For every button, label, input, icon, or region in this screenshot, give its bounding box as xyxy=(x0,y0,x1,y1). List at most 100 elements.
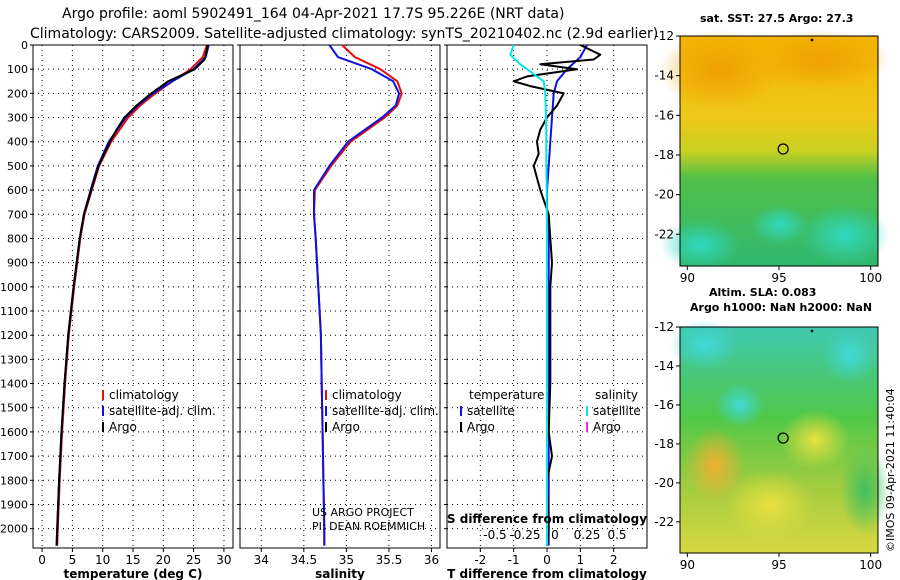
sla-map-lon-label: 100 xyxy=(859,558,882,572)
sst-map-lat-label: -12 xyxy=(654,29,674,43)
temperature-xtick-label: 0 xyxy=(38,553,46,567)
diff-legend-label: Argo xyxy=(593,420,621,434)
sst-cyan-patch xyxy=(800,205,890,265)
difference-xtick-label: -2 xyxy=(474,553,486,567)
depth-tick-label: 2000 xyxy=(0,523,28,536)
temperature-series-climatology xyxy=(56,44,208,546)
sla-map xyxy=(670,320,890,554)
sla-map-argo-position-marker xyxy=(777,432,789,444)
difference-xtick-label: -1 xyxy=(508,553,520,567)
salinity-xtick-label: 35 xyxy=(339,553,354,567)
temperature-xlabel: temperature (deg C) xyxy=(64,567,203,580)
sla-yellow-patch xyxy=(780,410,850,470)
sst-map-island-marker xyxy=(810,38,814,42)
sla-cyan-patch xyxy=(715,383,765,427)
depth-tick-label: 1600 xyxy=(0,426,28,439)
difference-series-temperature-satellite xyxy=(546,44,588,546)
depth-tick-label: 200 xyxy=(7,87,28,100)
temperature-xtick-label: 25 xyxy=(186,553,201,567)
difference-xtick-label: 0 xyxy=(543,553,551,567)
difference-xtick-label: 1 xyxy=(577,553,585,567)
temperature-xtick-label: 20 xyxy=(156,553,171,567)
sla-map-lon-label: 90 xyxy=(680,558,695,572)
diff-legend-title-salinity: salinity xyxy=(595,388,638,402)
sla-yellow-patch xyxy=(725,470,815,540)
depth-tick-label: 1100 xyxy=(0,305,28,318)
secondary-xtick-label: 0 xyxy=(551,528,559,542)
diff-legend-title-temperature: temperature xyxy=(469,388,544,402)
sla-map-lat-label: -12 xyxy=(654,320,674,334)
salinity-legend-label: satellite-adj. clim. xyxy=(332,404,439,418)
sla-map-lat-label: -18 xyxy=(654,437,674,451)
sst-map-title: sat. SST: 27.5 Argo: 27.3 xyxy=(700,12,854,25)
salinity-xtick-label: 34 xyxy=(254,553,269,567)
depth-tick-label: 1400 xyxy=(0,378,28,391)
temperature-xtick-label: 30 xyxy=(216,553,231,567)
sla-map-island-marker xyxy=(810,329,814,333)
depth-tick-label: 1800 xyxy=(0,474,28,487)
temperature-legend-label: Argo xyxy=(109,420,137,434)
secondary-xtick-label: 0.5 xyxy=(607,528,626,542)
depth-tick-label: 1700 xyxy=(0,450,28,463)
difference-xlabel: T difference from climatology xyxy=(447,567,647,580)
temperature-panel: 0 5 10 15 20 25 300100200300400500600700800900… xyxy=(0,39,234,580)
salinity-xtick-label: 36 xyxy=(424,553,439,567)
difference-panel: -2 -1 0 1 2T difference from climatology temp… xyxy=(444,44,648,580)
sla-cyan-patch xyxy=(822,327,878,383)
depth-tick-label: 1200 xyxy=(0,329,28,342)
sla-map-title-line2: Argo h1000: NaN h2000: NaN xyxy=(690,301,873,314)
temperature-legend-label: satellite-adj. clim. xyxy=(109,404,216,418)
secondary-xtick-label: -0.5 xyxy=(483,528,506,542)
sst-warm-patch xyxy=(660,30,780,110)
salinity-xtick-label: 34.5 xyxy=(290,553,317,567)
salinity-legend-label: Argo xyxy=(332,420,360,434)
depth-tick-label: 600 xyxy=(7,184,28,197)
sst-warm-patch xyxy=(750,30,890,90)
profile-title: Argo profile: aoml 5902491_164 04-Apr-20… xyxy=(62,6,565,22)
project-annotation: PI: DEAN ROEMMICH xyxy=(312,520,425,533)
difference-xtick-label: 2 xyxy=(610,553,618,567)
depth-tick-label: 700 xyxy=(7,208,28,221)
diff-legend-label: satellite xyxy=(593,404,641,418)
temperature-legend-label: climatology xyxy=(109,388,179,402)
salinity-xtick-label: 35.5 xyxy=(376,553,403,567)
depth-tick-label: 900 xyxy=(7,257,28,270)
sla-cyan-patch xyxy=(670,320,740,370)
secondary-xlabel: S difference from climatology xyxy=(447,512,647,526)
secondary-xtick-label: 0.25 xyxy=(574,528,601,542)
sla-map-lat-label: -16 xyxy=(654,398,674,412)
salinity-legend-label: climatology xyxy=(332,388,402,402)
sla-map-lat-label: -22 xyxy=(654,515,674,529)
secondary-xtick-label: -0.25 xyxy=(509,528,540,542)
temperature-series-argo xyxy=(55,44,209,546)
depth-tick-label: 0 xyxy=(21,39,28,52)
diff-legend-label: Argo xyxy=(467,420,495,434)
temperature-xtick-label: 15 xyxy=(125,553,140,567)
depth-tick-label: 800 xyxy=(7,232,28,245)
sst-map-lat-label: -16 xyxy=(654,108,674,122)
depth-tick-label: 100 xyxy=(7,63,28,76)
salinity-series-satellite-adj-clim- xyxy=(313,44,401,546)
sla-green-patch xyxy=(840,445,890,535)
difference-series-temperature-argo xyxy=(512,44,602,546)
depth-tick-label: 1500 xyxy=(0,402,28,415)
temperature-xtick-label: 10 xyxy=(95,553,110,567)
salinity-frame xyxy=(239,44,441,549)
sst-map-argo-position-marker xyxy=(777,143,789,155)
depth-tick-label: 400 xyxy=(7,136,28,149)
sst-map-lat-label: -22 xyxy=(654,227,674,241)
sst-map-lon-label: 90 xyxy=(680,271,695,285)
sst-cyan-patch xyxy=(750,205,810,245)
diff-legend-label: satellite xyxy=(467,404,515,418)
difference-series-salinity-satellite xyxy=(509,44,548,546)
depth-tick-label: 1300 xyxy=(0,353,28,366)
climatology-title: Climatology: CARS2009. Satellite-adjuste… xyxy=(30,26,659,42)
sst-map xyxy=(660,30,890,270)
temperature-xtick-label: 5 xyxy=(69,553,77,567)
sst-map-lat-label: -20 xyxy=(654,188,674,202)
sla-map-lon-label: 95 xyxy=(771,558,786,572)
depth-tick-label: 300 xyxy=(7,112,28,125)
sst-map-lat-label: -18 xyxy=(654,148,674,162)
salinity-panel: 34 34.5 35 35.5 36 salinity climatology satelli… xyxy=(237,44,441,580)
depth-tick-label: 1900 xyxy=(0,498,28,511)
